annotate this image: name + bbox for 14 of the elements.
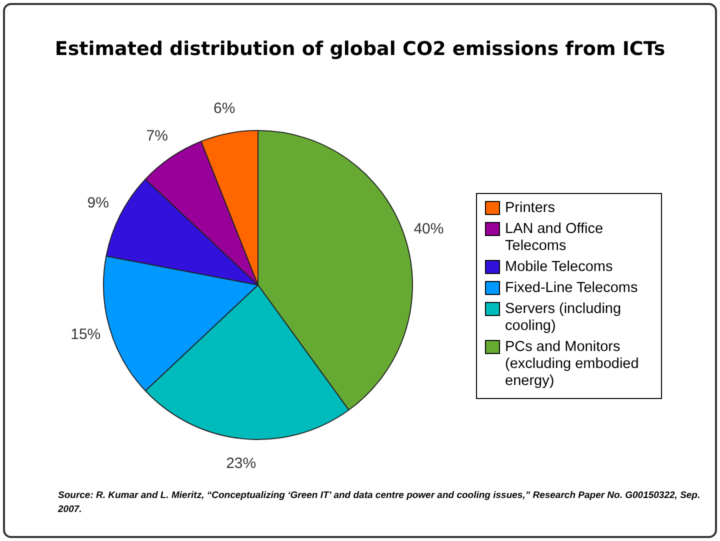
legend-label: PCs and Monitors (excluding embodied energy) [505,339,640,390]
data-label: 15% [70,326,101,344]
chart-title: Estimated distribution of global CO2 emissions from ICTs [54,38,666,60]
source-note: Source: R. Kumar and L. Mieritz, “Conceptualizing ‘Green IT’ and data centre power and cooling issues,” Research Paper No. G00150322, Sep. 2007. [58,489,702,517]
data-label: 23% [226,454,256,472]
data-label: 40% [414,220,444,238]
legend-label: Printers [505,200,555,217]
legend-label: Servers (including cooling) [505,301,622,335]
data-label: 7% [146,128,168,145]
legend-label: LAN and Office Telecoms [505,221,604,255]
legend-label: Mobile Telecoms [505,259,613,276]
data-label: 9% [87,194,109,212]
legend-label: Fixed-Line Telecoms [505,280,638,297]
data-label: 6% [214,100,236,117]
